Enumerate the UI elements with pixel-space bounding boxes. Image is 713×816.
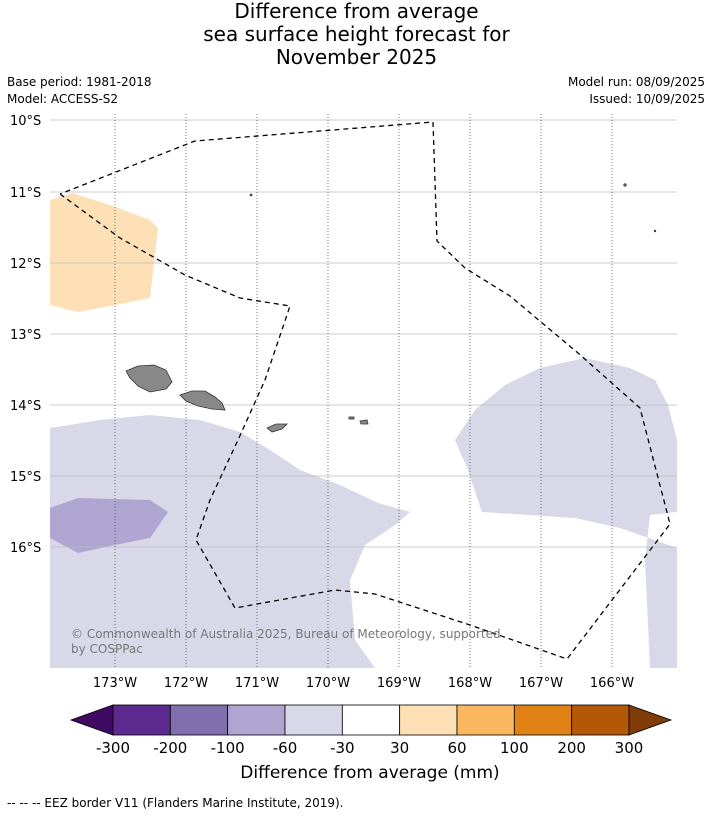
colorbar-extend-low [69, 704, 114, 736]
colorbar-segment [571, 704, 630, 736]
eez-borders [59, 121, 671, 660]
lon-label: 172°W [164, 676, 208, 691]
longitude-labels: 173°W 172°W 171°W 170°W 169°W 168°W 167°… [93, 676, 634, 691]
lat-label: 12°S [10, 257, 41, 272]
title-line-2: sea surface height forecast for [203, 22, 510, 46]
model-name: Model: ACCESS-S2 [7, 92, 119, 106]
model-run: Model run: 08/09/2025 [567, 75, 705, 89]
colorbar: -300 -200 -100 -60 -30 30 60 100 200 300 [69, 704, 673, 757]
lon-label: 173°W [93, 676, 137, 691]
anomaly-region-negative-east [455, 358, 677, 668]
base-period: Base period: 1981-2018 [7, 75, 152, 89]
lat-label: 16°S [10, 541, 41, 556]
island-upolu [179, 390, 226, 411]
colorbar-segment [341, 704, 401, 736]
colorbar-segment [456, 704, 515, 736]
latitude-gridlines [50, 119, 677, 548]
lat-label: 10°S [10, 114, 41, 129]
lat-label: 11°S [10, 186, 41, 201]
lon-label: 170°W [306, 676, 350, 691]
colorbar-tick-label: 300 [615, 739, 644, 757]
colorbar-tick-label: 30 [390, 739, 409, 757]
island-small-1 [249, 193, 253, 197]
colorbar-tick-label: -300 [96, 739, 130, 757]
island-tutuila [266, 423, 288, 433]
colorbar-tick-label: -60 [273, 739, 298, 757]
anomaly-fields [50, 193, 677, 668]
lon-label: 169°W [377, 676, 421, 691]
issued-date: Issued: 10/09/2025 [589, 92, 705, 106]
copyright-line-2: by COSPPac [71, 642, 143, 656]
anomaly-region-positive [50, 193, 158, 312]
island-savaii [125, 364, 173, 393]
lat-label: 15°S [10, 470, 41, 485]
lon-label: 168°W [448, 676, 492, 691]
island-ofu [348, 416, 355, 420]
colorbar-label: Difference from average (mm) [240, 763, 499, 783]
chart-title: Difference from average sea surface heig… [0, 0, 713, 69]
colorbar-tick-label: -100 [211, 739, 245, 757]
latitude-labels: 10°S 11°S 12°S 13°S 14°S 15°S 16°S [10, 114, 41, 556]
title-line-3: November 2025 [275, 45, 438, 69]
anomaly-region-negative-medium [50, 498, 168, 553]
colorbar-tick-label: 200 [557, 739, 586, 757]
colorbar-segment [284, 704, 343, 736]
colorbar-tick-label: 60 [447, 739, 466, 757]
meta-right: Model run: 08/09/2025 Issued: 10/09/2025 [568, 74, 705, 108]
colorbar-segment [513, 704, 573, 736]
anomaly-region-negative-south [50, 415, 410, 668]
colorbar-tick-label: 100 [500, 739, 529, 757]
colorbar-extend-high [628, 704, 673, 736]
colorbar-segment [112, 704, 171, 736]
copyright-notice: © Commonwealth of Australia 2025, Bureau… [71, 627, 501, 656]
eez-legend-text: -- -- -- EEZ border V11 (Flanders Marine… [7, 796, 344, 810]
colorbar-segment [169, 704, 229, 736]
eez-border-samoa [59, 121, 671, 660]
title-line-1: Difference from average [234, 0, 479, 23]
land-masses [125, 183, 657, 433]
lat-label: 13°S [10, 328, 41, 343]
island-tau [359, 419, 369, 425]
longitude-gridlines [114, 114, 613, 668]
lat-label: 14°S [10, 399, 41, 414]
meta-left: Base period: 1981-2018 Model: ACCESS-S2 [7, 74, 152, 108]
island-small-3 [653, 229, 657, 233]
lon-label: 166°W [590, 676, 634, 691]
copyright-line-1: © Commonwealth of Australia 2025, Bureau… [71, 627, 501, 641]
colorbar-segment [399, 704, 458, 736]
colorbar-segment [227, 704, 286, 736]
colorbar-tick-label: -200 [153, 739, 187, 757]
island-small-2 [623, 183, 627, 187]
lon-label: 167°W [519, 676, 563, 691]
lon-label: 171°W [235, 676, 279, 691]
forecast-map: 10°S 11°S 12°S 13°S 14°S 15°S 16°S 173°W… [10, 114, 677, 783]
colorbar-tick-label: -30 [330, 739, 355, 757]
